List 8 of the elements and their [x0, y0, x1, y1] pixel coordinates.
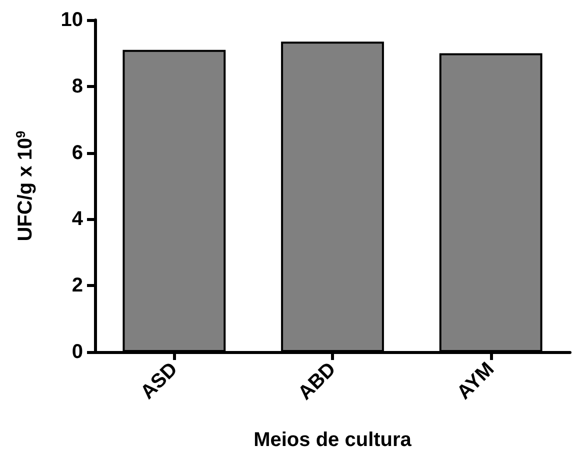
y-tick-label: 4 — [72, 208, 84, 230]
y-tick-label: 8 — [72, 75, 83, 98]
y-tick-label: 2 — [72, 274, 83, 297]
x-axis-title: Meios de cultura — [254, 429, 412, 451]
y-tick-label: 0 — [72, 341, 83, 363]
y-axis-title: UFC/g x 109 — [13, 130, 36, 242]
y-tick-label: 6 — [72, 142, 83, 164]
y-tick-label: 10 — [60, 9, 83, 31]
